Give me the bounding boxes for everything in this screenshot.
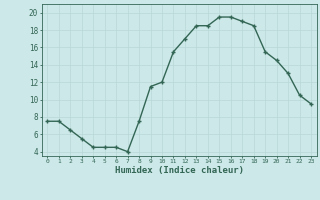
X-axis label: Humidex (Indice chaleur): Humidex (Indice chaleur)	[115, 166, 244, 175]
